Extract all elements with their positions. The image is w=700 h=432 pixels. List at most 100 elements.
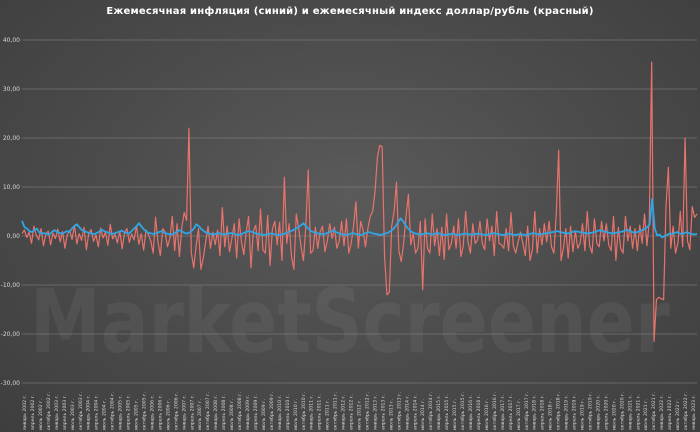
x-tick-label: июль 2003 г. — [70, 399, 76, 430]
x-tick-label: июль 2011 г. — [325, 399, 331, 430]
x-tick-label: апрель 2021 г. — [635, 394, 641, 430]
x-tick-label: апрель 2020 г. — [603, 394, 609, 430]
x-tick-label: октябрь 2018 г. — [556, 392, 562, 430]
x-tick-label: апрель 2011 г. — [317, 394, 323, 430]
x-tick-label: июль 2014 г. — [420, 399, 426, 430]
x-tick-label: октябрь 2007 г. — [205, 392, 211, 430]
x-tick-label: январь 2014 г. — [404, 395, 410, 430]
x-tick-label: апрель 2016 г. — [476, 394, 482, 430]
x-tick-label: октябрь 2016 г. — [492, 392, 498, 430]
x-tick-label: январь 2023 г. — [691, 395, 697, 430]
y-axis: 40,00 30,00 20,00 10,00 0,00 -10,00 -20,00 -30,… — [1, 37, 21, 387]
x-tick-label: январь 2007 г. — [181, 395, 187, 430]
x-tick-label: июль 2021 г. — [643, 399, 649, 430]
x-tick-label: январь 2022 г. — [659, 395, 665, 430]
x-tick-label: октябрь 2017 г. — [524, 392, 530, 430]
x-tick-label: октябрь 2010 г. — [301, 392, 307, 430]
x-tick-label: апрель 2015 г. — [444, 394, 450, 430]
x-tick-label: январь 2015 г. — [436, 395, 442, 430]
x-tick-label: январь 2003 г. — [54, 395, 60, 430]
y-tick-label: 30,00 — [3, 86, 20, 93]
x-tick-label: январь 2005 г. — [118, 395, 124, 430]
x-tick-label: июль 2016 г. — [484, 399, 490, 430]
x-tick-label: октябрь 2019 г. — [587, 392, 593, 430]
x-tick-label: июль 2007 г. — [197, 399, 203, 430]
x-tick-label: июль 2005 г. — [134, 399, 140, 430]
watermark-layer: MarketScreener — [30, 270, 670, 373]
x-tick-label: октябрь 2005 г. — [141, 392, 147, 430]
x-tick-label: январь 2018 г. — [532, 395, 538, 430]
x-tick-label: апрель 2019 г. — [572, 394, 578, 430]
x-tick-label: январь 2012 г. — [341, 395, 347, 430]
x-tick-label: октябрь 2020 г. — [619, 392, 625, 430]
x-tick-label: октябрь 2009 г. — [269, 392, 275, 430]
y-tick-label: 20,00 — [3, 135, 20, 142]
y-tick-label: -10,00 — [1, 282, 21, 289]
x-tick-label: апрель 2002 г. — [30, 394, 36, 430]
x-axis: январь 2002 г. апрель 2002 г. июль 2002 г.… — [22, 392, 697, 430]
x-tick-label: январь 2017 г. — [500, 395, 506, 430]
x-tick-label: октябрь 2011 г. — [333, 392, 339, 430]
x-tick-label: октябрь 2012 г. — [364, 392, 370, 430]
chart-title: Ежемесячная инфляция (синий) и ежемесячн… — [106, 6, 594, 17]
x-tick-label: октябрь 2021 г. — [651, 392, 657, 430]
y-tick-label: 10,00 — [3, 184, 20, 191]
x-tick-label: октябрь 2013 г. — [396, 392, 402, 430]
x-tick-label: январь 2021 г. — [627, 395, 633, 430]
x-tick-label: январь 2020 г. — [595, 395, 601, 430]
x-tick-label: апрель 2004 г. — [94, 394, 100, 430]
x-tick-label: июль 2017 г. — [516, 399, 522, 430]
x-tick-label: апрель 2008 г. — [221, 394, 227, 430]
x-tick-label: июль 2012 г. — [357, 399, 363, 430]
x-tick-label: июль 2013 г. — [388, 399, 394, 430]
y-tick-label: -30,00 — [1, 380, 21, 387]
x-tick-label: апрель 2012 г. — [349, 394, 355, 430]
x-tick-label: апрель 2014 г. — [412, 394, 418, 430]
x-tick-label: январь 2010 г. — [277, 395, 283, 430]
x-tick-label: апрель 2007 г. — [189, 394, 195, 430]
x-tick-label: июль 2020 г. — [611, 399, 617, 430]
y-tick-label: 0,00 — [7, 233, 21, 240]
x-tick-label: январь 2008 г. — [213, 395, 219, 430]
x-tick-label: июль 2009 г. — [261, 399, 267, 430]
x-tick-label: январь 2009 г. — [245, 395, 251, 430]
x-tick-label: июль 2015 г. — [452, 399, 458, 430]
x-tick-label: январь 2011 г. — [309, 395, 315, 430]
watermark-text: MarketScreener — [30, 270, 670, 373]
x-tick-label: июль 2008 г. — [229, 399, 235, 430]
x-tick-label: октябрь 2004 г. — [110, 392, 116, 430]
x-tick-label: апрель 2006 г. — [157, 394, 163, 430]
x-tick-label: апрель 2018 г. — [540, 394, 546, 430]
x-tick-label: апрель 2017 г. — [508, 394, 514, 430]
x-tick-label: июль 2010 г. — [293, 399, 299, 430]
x-tick-label: октябрь 2022 г. — [683, 392, 689, 430]
x-tick-label: апрель 2010 г. — [285, 394, 291, 430]
x-tick-label: январь 2002 г. — [22, 395, 28, 430]
series-layer — [21, 61, 698, 342]
x-tick-label: апрель 2013 г. — [380, 394, 386, 430]
series-line-inflation — [21, 197, 698, 239]
x-tick-label: июль 2002 г. — [38, 399, 44, 430]
x-tick-label: октябрь 2008 г. — [237, 392, 243, 430]
x-tick-label: январь 2006 г. — [149, 395, 155, 430]
x-tick-label: январь 2019 г. — [564, 395, 570, 430]
x-tick-label: октябрь 2015 г. — [460, 392, 466, 430]
x-tick-label: октябрь 2003 г. — [78, 392, 84, 430]
x-tick-label: апрель 2022 г. — [667, 394, 673, 430]
x-tick-label: январь 2016 г. — [468, 395, 474, 430]
x-tick-label: июль 2019 г. — [580, 399, 586, 430]
x-tick-label: апрель 2003 г. — [62, 394, 68, 430]
y-tick-label: -20,00 — [1, 331, 21, 338]
x-tick-label: январь 2004 г. — [86, 395, 92, 430]
x-tick-label: апрель 2009 г. — [253, 394, 259, 430]
x-tick-label: октябрь 2002 г. — [46, 392, 52, 430]
x-tick-label: июль 2022 г. — [675, 399, 681, 430]
x-tick-label: октябрь 2006 г. — [173, 392, 179, 430]
x-tick-label: июль 2018 г. — [548, 399, 554, 430]
x-tick-label: апрель 2005 г. — [126, 394, 132, 430]
x-tick-label: июль 2006 г. — [165, 399, 171, 430]
x-tick-label: октябрь 2014 г. — [428, 392, 434, 430]
y-tick-label: 40,00 — [3, 37, 20, 44]
